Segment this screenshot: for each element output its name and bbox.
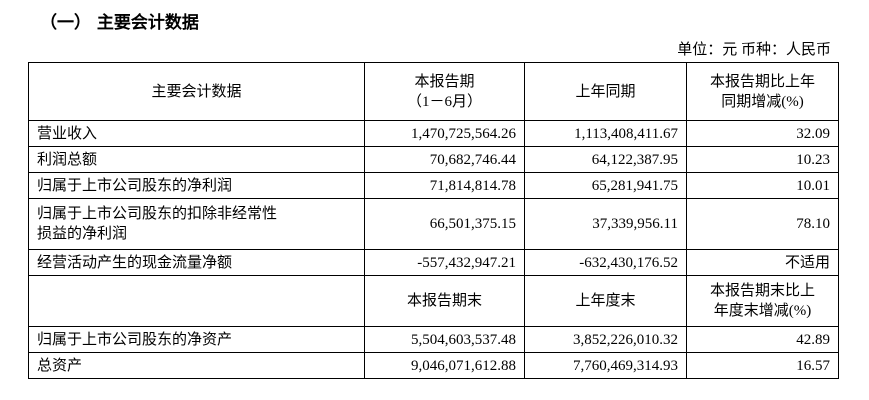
- unit-note: 单位：元 币种：人民币: [677, 42, 831, 58]
- header-cell: 本报告期比上年 同期增减(%): [686, 62, 839, 121]
- value-cell: 10.01: [686, 172, 839, 199]
- value-cell: 42.89: [686, 326, 839, 353]
- value-cell: 37,339,956.11: [524, 198, 687, 250]
- data-row: 营业收入 1,470,725,564.26 1,113,408,411.67 32.0…: [28, 120, 839, 147]
- section-title: （一） 主要会计数据: [40, 13, 199, 33]
- label-cell: 经营活动产生的现金流量净额: [28, 249, 365, 276]
- label-cell: 利润总额: [28, 146, 365, 173]
- value-cell: 3,852,226,010.32: [524, 326, 687, 353]
- value-cell: 64,122,387.95: [524, 146, 687, 173]
- value-cell: 71,814,814.78: [364, 172, 525, 199]
- label-cell: 归属于上市公司股东的扣除非经常性 损益的净利润: [28, 198, 365, 250]
- cell-line: 本报告期末比上: [709, 283, 815, 299]
- data-row: 归属于上市公司股东的净利润 71,814,814.78 65,281,941.75 1…: [28, 172, 839, 199]
- value-cell: 7,760,469,314.93: [524, 352, 687, 379]
- cell-line: 归属于上市公司股东的扣除非经常性: [37, 206, 278, 222]
- data-row: 归属于上市公司股东的扣除非经常性 损益的净利润 66,501,375.15 37,33…: [28, 198, 839, 250]
- empty-cell: [28, 275, 365, 327]
- header-cell: 本报告期末比上 年度末增减(%): [686, 275, 839, 327]
- header-cell: 本报告期末: [364, 275, 525, 327]
- value-cell: 1,113,408,411.67: [524, 120, 687, 147]
- header-row: 主要会计数据 本报告期 （1－6月） 上年同期 本报告期比上年 同期增减(%): [28, 62, 839, 121]
- value-cell: 9,046,071,612.88: [364, 352, 525, 379]
- data-row: 利润总额 70,682,746.44 64,122,387.95 10.23: [28, 146, 839, 173]
- value-cell: 16.57: [686, 352, 839, 379]
- cell-line: 同期增减(%): [721, 93, 804, 110]
- value-cell: 65,281,941.75: [524, 172, 687, 199]
- data-row: 归属于上市公司股东的净资产 5,504,603,537.48 3,852,226,0…: [28, 326, 839, 353]
- cell-line: 本报告期: [414, 73, 475, 90]
- label-cell: 总资产: [28, 352, 365, 379]
- data-table: 主要会计数据 本报告期 （1－6月） 上年同期 本报告期比上年 同期增减(%) 营业收入 1,…: [28, 62, 839, 379]
- cell-line: （1－6月）: [406, 93, 482, 110]
- label-cell: 归属于上市公司股东的净利润: [28, 172, 365, 199]
- value-cell: 5,504,603,537.48: [364, 326, 525, 353]
- value-cell: -557,432,947.21: [364, 249, 525, 276]
- value-cell: -632,430,176.52: [524, 249, 687, 276]
- cell-line: 本报告期比上年: [709, 73, 815, 90]
- cell-line: 年度末增减(%): [713, 303, 812, 319]
- header-cell: 上年度末: [524, 275, 687, 327]
- label-cell: 归属于上市公司股东的净资产: [28, 326, 365, 353]
- header-cell: 主要会计数据: [28, 62, 365, 121]
- header-cell: 本报告期 （1－6月）: [364, 62, 525, 121]
- data-row: 总资产 9,046,071,612.88 7,760,469,314.93 16.57: [28, 352, 839, 379]
- cell-line: 损益的净利润: [37, 226, 128, 242]
- header-cell: 上年同期: [524, 62, 687, 121]
- subheader-row: 本报告期末 上年度末 本报告期末比上 年度末增减(%): [28, 275, 839, 327]
- data-row: 经营活动产生的现金流量净额 -557,432,947.21 -632,430,176…: [28, 249, 839, 276]
- value-cell: 不适用: [686, 249, 839, 276]
- value-cell: 70,682,746.44: [364, 146, 525, 173]
- value-cell: 32.09: [686, 120, 839, 147]
- label-cell: 营业收入: [28, 120, 365, 147]
- value-cell: 66,501,375.15: [364, 198, 525, 250]
- value-cell: 10.23: [686, 146, 839, 173]
- value-cell: 1,470,725,564.26: [364, 120, 525, 147]
- value-cell: 78.10: [686, 198, 839, 250]
